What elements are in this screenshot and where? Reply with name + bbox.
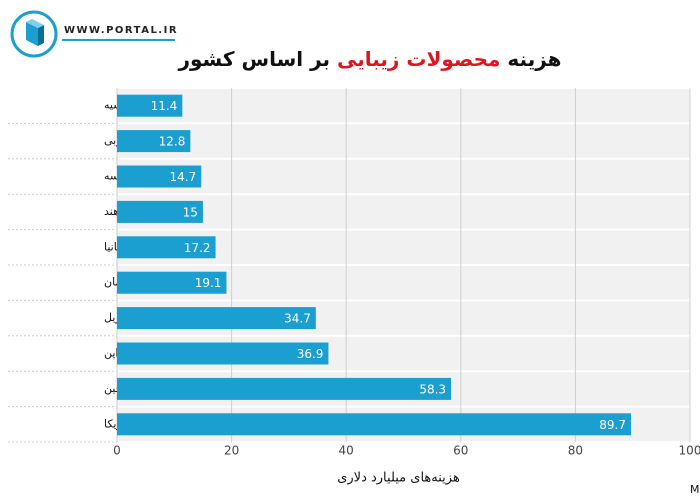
- chart-title: هزینه محصولات زیبایی بر اساس کشور: [177, 47, 561, 71]
- x-tick-label: 0: [113, 444, 121, 458]
- brand: WWW.PORTAL.IR: [64, 25, 178, 36]
- bar: [117, 342, 329, 365]
- x-tick-label: 80: [568, 444, 583, 458]
- x-tick-label: 100: [679, 444, 700, 458]
- value-label: 58.3: [419, 382, 446, 396]
- value-label: 36.9: [297, 347, 324, 361]
- value-label: 14.7: [170, 170, 197, 184]
- bar: [117, 271, 227, 294]
- row-background: [117, 159, 690, 194]
- bar: [117, 130, 191, 153]
- title-highlight: محصولات زیبایی: [337, 47, 500, 71]
- bar: [117, 200, 203, 223]
- x-axis-title: هزینه‌های میلیارد دلاری: [337, 471, 460, 486]
- logo: [10, 10, 58, 58]
- row-background: [117, 195, 690, 229]
- row-background: [117, 124, 690, 158]
- bar: [117, 165, 202, 188]
- x-tick-label: 60: [453, 444, 468, 458]
- bar: [117, 413, 631, 436]
- x-tick-label: 20: [224, 444, 239, 458]
- value-label: 19.1: [195, 276, 222, 290]
- bar: [117, 94, 183, 117]
- value-label: 89.7: [599, 418, 626, 432]
- source: منبع: Market.us Media: [690, 483, 700, 496]
- value-label: 34.7: [284, 312, 311, 326]
- bar: [117, 307, 316, 330]
- x-tick-label: 40: [339, 444, 354, 458]
- row-background: [117, 89, 690, 123]
- value-label: 11.4: [151, 99, 178, 113]
- bar: [117, 377, 452, 400]
- title-part: هزینه: [500, 47, 561, 71]
- title-part: بر اساس کشور: [177, 47, 337, 71]
- y-tick-label: هند: [104, 205, 119, 218]
- bar: [117, 236, 216, 259]
- value-label: 15: [183, 205, 198, 219]
- value-label: 12.8: [159, 135, 186, 149]
- value-label: 17.2: [184, 241, 211, 255]
